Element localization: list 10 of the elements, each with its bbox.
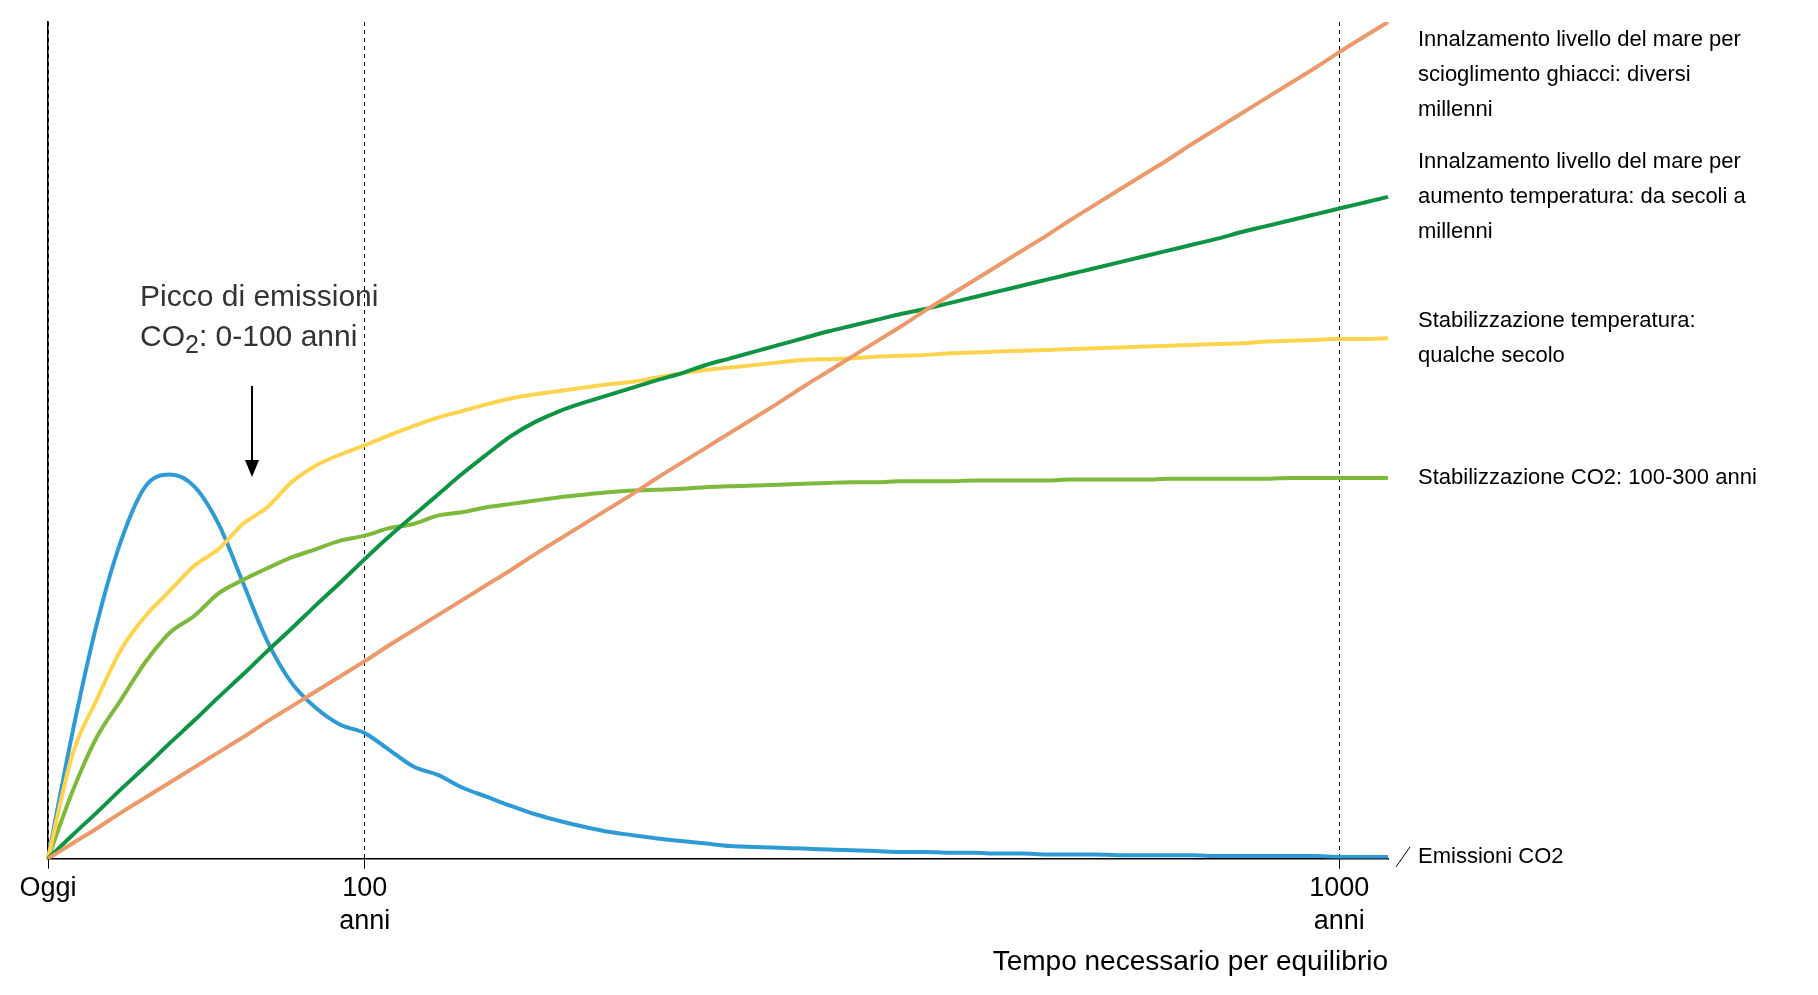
annotation: Picco di emissioni CO$_{2}$: 0-100 anni [140,278,380,360]
series-label: Stabilizzazione CO2: 100-300 anni [1418,464,1757,490]
x-tick-label: 100 anni [339,872,391,935]
series-label: Stabilizzazione temperatura: qualche secolo [1418,306,1696,367]
x-tick-label: 1000 anni [1309,872,1370,935]
x-tick-label: Oggi [19,872,77,903]
series-label: Innalzamento livello del mare per scioglimento ghiacci: diversi millenni [1418,26,1741,122]
x-axis-title: Tempo necessario per equilibrio [992,944,1388,976]
series-label: Innalzamento livello del mare per aumento temperatura: da secoli a millenni [1418,147,1747,243]
series-label: Emissioni CO2 [1418,842,1564,868]
